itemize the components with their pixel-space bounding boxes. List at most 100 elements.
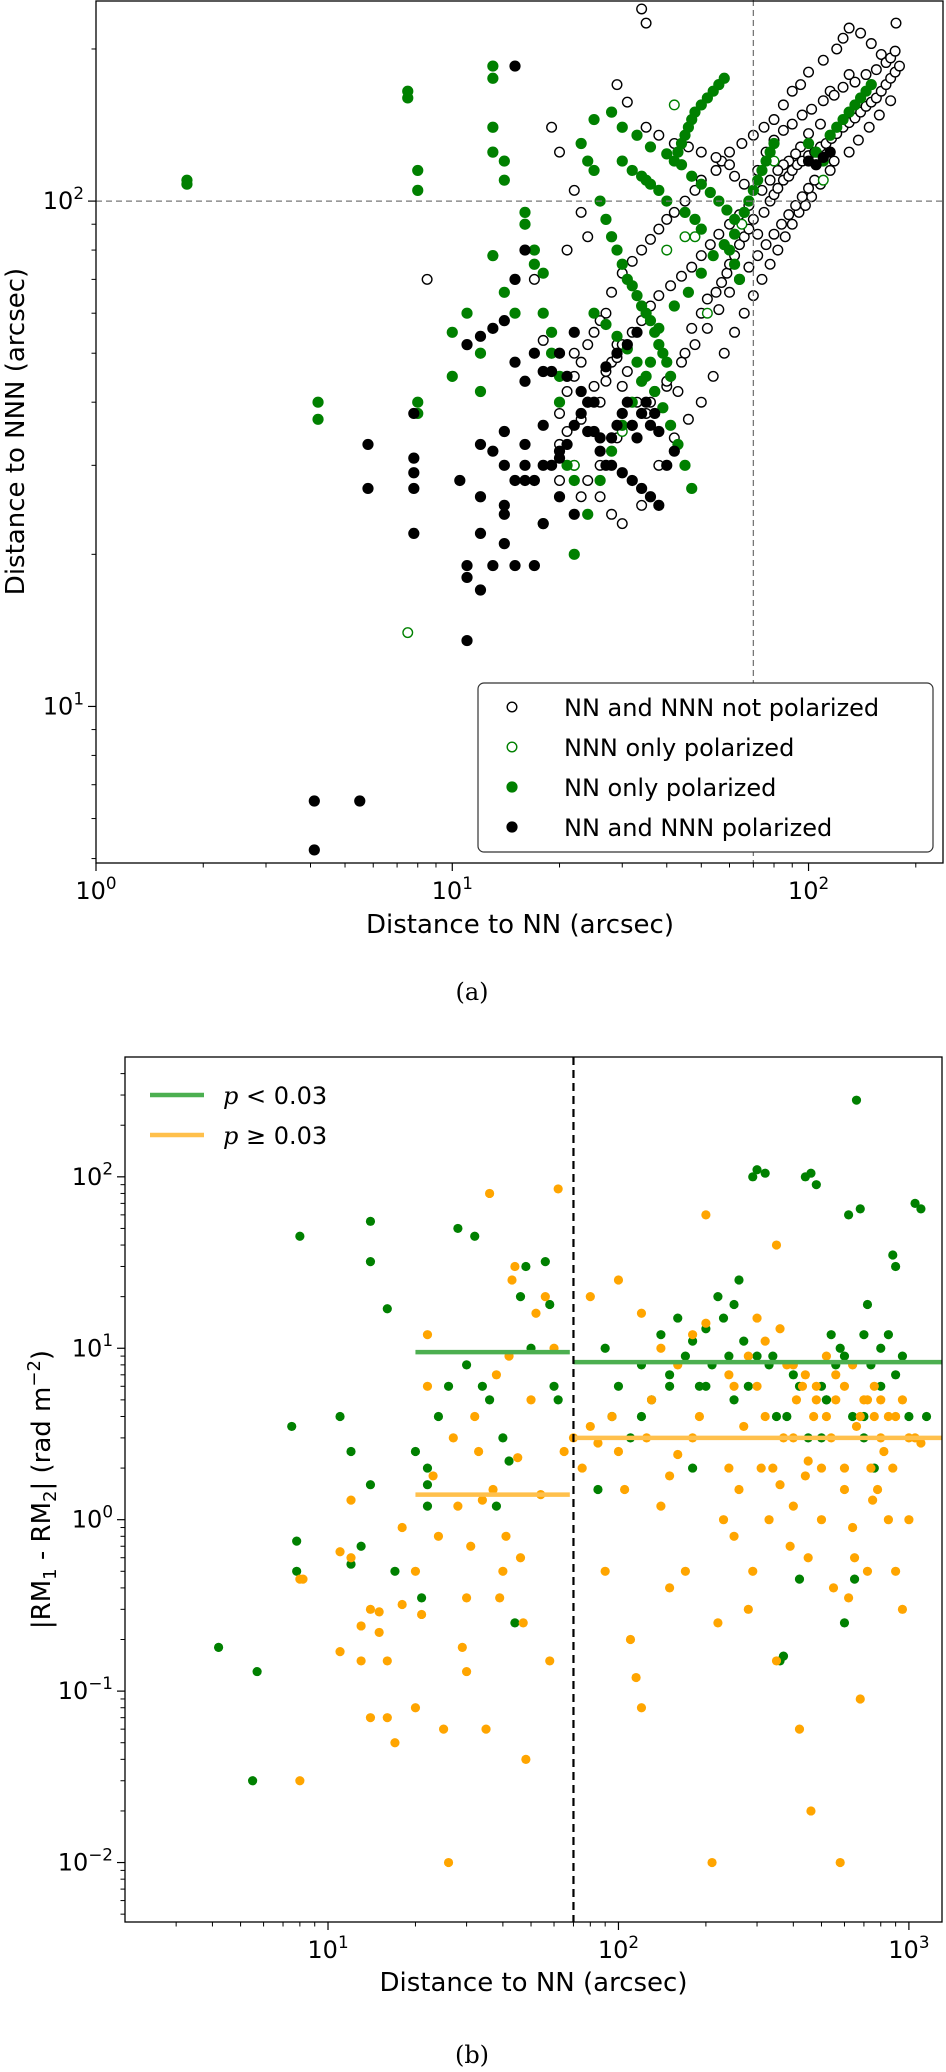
scatter-point-series-0 (713, 304, 725, 316)
legend-label: NN and NNN not polarized (564, 694, 879, 722)
scatter-point-series-3 (487, 559, 499, 572)
scatter-point-series-0 (292, 1536, 302, 1546)
scatter-point-series-0 (546, 121, 558, 133)
scatter-point-series-1 (809, 1411, 819, 1422)
scatter-point-series-2 (498, 174, 510, 186)
scatter-point-series-3 (454, 474, 466, 487)
scatter-point-series-1 (828, 1583, 839, 1593)
scatter-point-series-3 (636, 407, 648, 420)
scatter-point-series-3 (561, 370, 573, 382)
scatter-point-series-0 (365, 1480, 376, 1490)
scatter-point-series-1 (869, 1381, 879, 1391)
scatter-point-series-2 (657, 402, 669, 414)
scatter-point-series-2 (657, 347, 669, 359)
scatter-point-series-1 (835, 1857, 845, 1868)
scatter-point-series-0 (600, 307, 612, 319)
scatter-point-series-0 (504, 1456, 514, 1466)
scatter-point-series-3 (461, 339, 473, 351)
scatter-point-series-2 (837, 113, 849, 126)
scatter-point-series-1 (422, 1381, 433, 1391)
scatter-point-series-0 (729, 170, 741, 182)
scatter-point-series-3 (626, 474, 638, 487)
scatter-point-series-0 (897, 1351, 908, 1361)
scatter-point-series-1 (668, 99, 680, 111)
scatter-point-series-2 (474, 385, 487, 398)
scatter-point-series-2 (631, 290, 643, 302)
scatter-point-series-1 (844, 1593, 854, 1603)
scatter-point-series-0 (665, 1381, 675, 1391)
scatter-point-series-2 (664, 419, 677, 431)
scatter-point-series-0 (661, 213, 673, 225)
scatter-point-series-0 (782, 1411, 792, 1422)
scatter-point-series-3 (561, 438, 573, 451)
scatter-point-series-2 (474, 347, 487, 359)
scatter-point-series-1 (613, 1275, 624, 1285)
scatter-point-series-1 (298, 1574, 308, 1584)
scatter-point-series-2 (689, 213, 701, 225)
scatter-point-series-0 (621, 366, 633, 378)
scatter-point-series-0 (710, 151, 722, 163)
scatter-point-series-0 (772, 164, 784, 176)
scatter-point-series-0 (613, 1381, 624, 1391)
scatter-point-series-0 (653, 223, 665, 235)
scatter-point-series-3 (553, 445, 566, 457)
scatter-point-series-1 (374, 1627, 384, 1638)
scatter-point-series-1 (743, 1604, 753, 1614)
scatter-point-series-3 (582, 425, 594, 438)
panel-a-points (181, 3, 905, 856)
scatter-point-series-2 (498, 286, 510, 298)
scatter-point-series-2 (412, 396, 424, 408)
scatter-point-series-1 (775, 1324, 785, 1334)
scatter-point-series-0 (346, 1559, 356, 1569)
scatter-point-series-1 (526, 1395, 536, 1405)
scatter-point-series-2 (545, 326, 558, 338)
scatter-point-series-0 (848, 1411, 858, 1422)
scatter-point-series-0 (736, 138, 748, 150)
scatter-point-series-0 (365, 1216, 376, 1226)
scatter-point-series-0 (876, 1343, 886, 1353)
scatter-point-series-1 (764, 1515, 774, 1525)
scatter-point-series-0 (491, 1501, 502, 1511)
scatter-point-series-0 (665, 280, 677, 292)
scatter-point-series-2 (594, 474, 606, 487)
scatter-point-series-1 (688, 1330, 698, 1340)
scatter-point-series-1 (656, 1343, 666, 1353)
scatter-point-series-0 (777, 124, 789, 136)
scatter-point-series-0 (672, 385, 684, 397)
scatter-point-series-0 (777, 99, 789, 111)
scatter-point-series-3 (605, 432, 618, 444)
scatter-point-series-1 (585, 1292, 595, 1302)
scatter-point-series-1 (515, 1553, 526, 1563)
scatter-point-series-0 (668, 206, 680, 218)
scatter-point-series-1 (295, 1776, 305, 1786)
scatter-point-series-2 (561, 459, 573, 471)
scatter-point-series-0 (433, 1411, 444, 1422)
scatter-point-series-2 (686, 170, 698, 182)
scatter-point-series-0 (676, 270, 688, 282)
scatter-point-series-1 (811, 1395, 821, 1405)
scatter-point-series-0 (707, 370, 719, 382)
scatter-point-series-1 (636, 1308, 647, 1318)
scatter-point-series-1 (346, 1495, 356, 1505)
scatter-point-series-3 (553, 491, 566, 503)
scatter-point-series-1 (356, 1621, 366, 1631)
scatter-point-series-1 (631, 1672, 641, 1683)
scatter-point-series-2 (644, 315, 657, 327)
scatter-point-series-1 (680, 1566, 690, 1576)
scatter-point-series-0 (837, 81, 849, 93)
scatter-point-series-1 (760, 1411, 770, 1422)
scatter-point-series-0 (593, 1484, 603, 1495)
scatter-point-series-1 (510, 1261, 520, 1272)
scatter-point-series-0 (764, 258, 776, 270)
scatter-point-series-0 (743, 261, 755, 273)
scatter-point-series-3 (575, 407, 587, 420)
scatter-point-series-0 (752, 1351, 762, 1361)
scatter-point-series-0 (778, 1651, 789, 1661)
scatter-point-series-2 (568, 474, 580, 487)
scatter-point-series-0 (621, 96, 633, 108)
scatter-point-series-1 (718, 1515, 729, 1525)
scatter-point-series-0 (904, 1411, 914, 1422)
scatter-point-series-3 (626, 419, 638, 431)
scatter-point-series-2 (653, 339, 665, 351)
scatter-point-series-3 (545, 365, 558, 378)
